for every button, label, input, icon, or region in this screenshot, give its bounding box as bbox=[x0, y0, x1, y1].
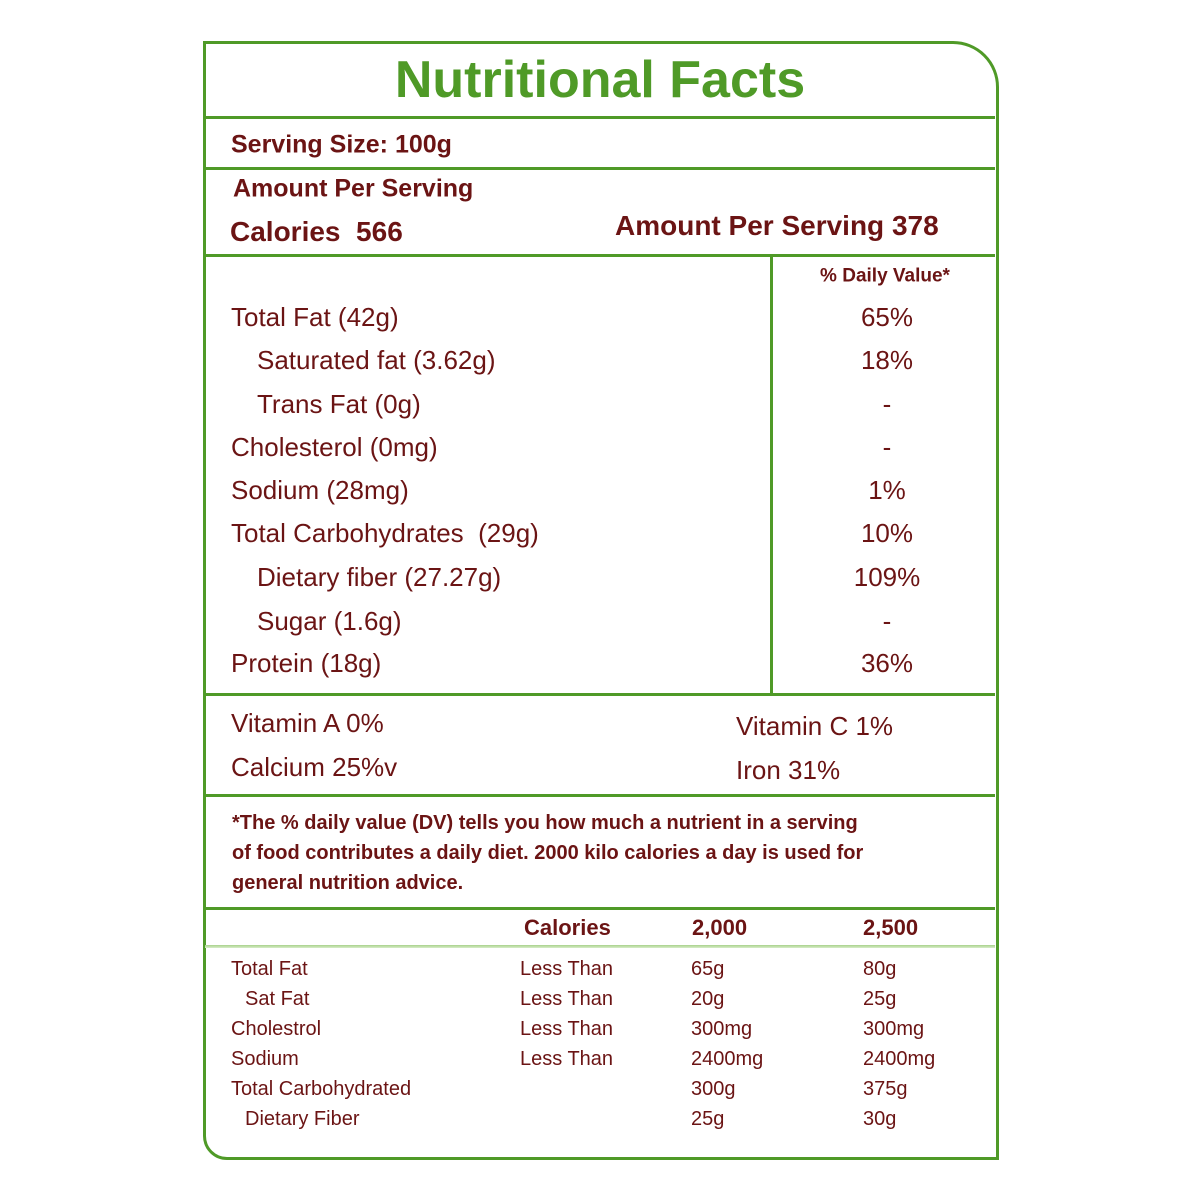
title: Nutritional Facts bbox=[394, 51, 806, 109]
amount-per-serving: Amount Per Serving bbox=[233, 174, 474, 203]
footnote: general nutrition advice. bbox=[232, 872, 464, 894]
footnote: *The % daily value (DV) tells you how mu… bbox=[232, 812, 858, 834]
nutrient-dv: 1% bbox=[868, 475, 906, 505]
nutrient-name: Sugar (1.6g) bbox=[257, 606, 402, 636]
nutrient-name: Total Carbohydrates (29g) bbox=[231, 518, 539, 548]
table-cell: 300g bbox=[691, 1078, 736, 1100]
table-cell: 25g bbox=[691, 1108, 725, 1130]
table-cell: 20g bbox=[691, 988, 725, 1010]
nutrient-dv: 36% bbox=[860, 648, 914, 678]
nutrient-dv: 65% bbox=[860, 302, 914, 332]
table-cell: Less Than bbox=[520, 958, 614, 980]
nutrient-name: Saturated fat (3.62g) bbox=[257, 345, 496, 375]
table-cell: 80g bbox=[863, 958, 897, 980]
table-cell: 30g bbox=[863, 1108, 897, 1130]
nutrient-name: Protein (18g) bbox=[231, 648, 382, 678]
table-cell: 2400mg bbox=[863, 1048, 936, 1070]
nutrient-name: Sodium (28mg) bbox=[231, 475, 409, 505]
divider bbox=[205, 945, 995, 948]
vitamin: Calcium 25%v bbox=[231, 752, 398, 782]
table-cell: Less Than bbox=[520, 1018, 614, 1040]
table-cell: Sat Fat bbox=[245, 988, 310, 1010]
nutrient-dv: 10% bbox=[860, 518, 914, 548]
footnote: of food contributes a daily diet. 2000 k… bbox=[232, 842, 864, 864]
nutrient-dv: 109% bbox=[853, 562, 921, 592]
divider bbox=[205, 693, 995, 696]
amount-per-serving-value: Amount Per Serving 378 bbox=[615, 210, 939, 241]
label-border bbox=[203, 41, 999, 1160]
table-cell: 65g bbox=[691, 958, 725, 980]
table-cell: Total Fat bbox=[231, 958, 308, 980]
table-cell: Less Than bbox=[520, 988, 614, 1010]
table-header: Calories bbox=[524, 915, 611, 940]
table-cell: 375g bbox=[863, 1078, 908, 1100]
vitamin: Vitamin A 0% bbox=[231, 708, 384, 738]
nutrient-name: Total Fat (42g) bbox=[231, 302, 399, 332]
nutrient-name: Cholesterol (0mg) bbox=[231, 432, 438, 462]
divider bbox=[205, 907, 995, 910]
nutrient-dv: - bbox=[882, 389, 892, 419]
table-cell: Cholestrol bbox=[231, 1018, 322, 1040]
divider bbox=[205, 167, 995, 170]
vitamin: Vitamin C 1% bbox=[736, 711, 894, 741]
divider bbox=[205, 116, 995, 119]
table-cell: Sodium bbox=[231, 1048, 299, 1070]
table-header: 2,500 bbox=[863, 915, 919, 940]
vitamin: Iron 31% bbox=[736, 755, 841, 785]
daily-value-header: % Daily Value* bbox=[820, 265, 950, 287]
table-cell: 300mg bbox=[863, 1018, 925, 1040]
nutrient-dv: 18% bbox=[860, 345, 914, 375]
nutrient-name: Dietary fiber (27.27g) bbox=[257, 562, 502, 592]
table-cell: 2400mg bbox=[691, 1048, 764, 1070]
divider bbox=[205, 794, 995, 797]
table-cell: Less Than bbox=[520, 1048, 614, 1070]
calories: Calories 566 bbox=[230, 216, 403, 247]
column-divider bbox=[770, 255, 773, 695]
nutrient-dv: - bbox=[882, 606, 892, 636]
divider bbox=[205, 254, 995, 257]
table-header: 2,000 bbox=[692, 915, 748, 940]
table-cell: 25g bbox=[863, 988, 897, 1010]
nutrient-dv: - bbox=[882, 432, 892, 462]
table-cell: 300mg bbox=[691, 1018, 753, 1040]
table-cell: Total Carbohydrated bbox=[231, 1078, 412, 1100]
serving-size: Serving Size: 100g bbox=[231, 130, 452, 159]
table-cell: Dietary Fiber bbox=[245, 1108, 360, 1130]
nutrient-name: Trans Fat (0g) bbox=[257, 389, 421, 419]
